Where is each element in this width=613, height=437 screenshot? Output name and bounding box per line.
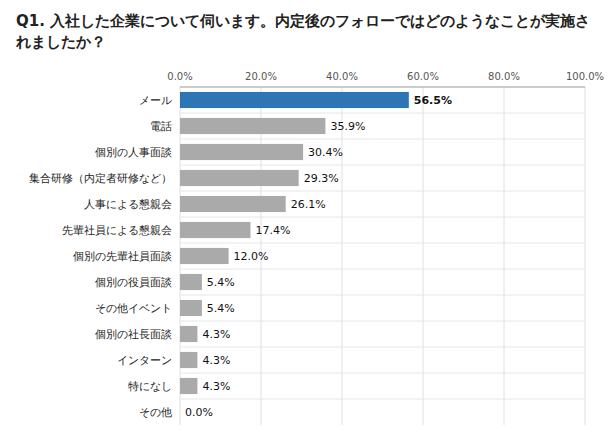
bar	[180, 196, 286, 212]
data-label: 4.3%	[202, 380, 230, 393]
category-label: 人事による懇親会	[84, 198, 172, 211]
category-label: 個別の社長面談	[95, 328, 172, 341]
title-line: Q1. 入社した企業について伺います。内定後のフォローではどのようなことが実施さ	[16, 12, 590, 30]
bar	[180, 118, 325, 134]
tick-label: 80.0%	[488, 71, 520, 82]
tick-label: 40.0%	[326, 71, 358, 82]
grid-line	[342, 87, 343, 425]
title-line: れましたか？	[15, 33, 106, 51]
bar	[180, 248, 229, 264]
row-separator	[180, 165, 585, 166]
row-separator	[180, 399, 585, 400]
data-label: 0.0%	[185, 406, 213, 419]
category-label: その他	[139, 406, 172, 419]
bar	[180, 144, 303, 160]
category-label: 個別の人事面談	[95, 146, 172, 159]
category-label: 個別の役員面談	[95, 276, 172, 289]
bar	[180, 300, 202, 316]
bar	[180, 352, 197, 368]
category-label: 個別の先輩社員面談	[73, 250, 172, 263]
category-label: メール	[139, 94, 172, 107]
category-label: 先輩社員による懇親会	[62, 224, 172, 237]
axis-line	[180, 87, 585, 88]
grid-line	[423, 87, 424, 425]
bar	[180, 326, 197, 342]
row-separator	[180, 113, 585, 114]
row-separator	[180, 295, 585, 296]
tick-label: 100.0%	[566, 71, 604, 82]
tick-label: 20.0%	[245, 71, 277, 82]
data-label: 5.4%	[207, 302, 235, 315]
data-label: 5.4%	[207, 276, 235, 289]
data-label: 4.3%	[202, 354, 230, 367]
data-label: 35.9%	[330, 120, 365, 133]
grid-line	[504, 87, 505, 425]
data-label: 17.4%	[255, 224, 290, 237]
bar	[180, 170, 299, 186]
row-separator	[180, 243, 585, 244]
row-separator	[180, 347, 585, 348]
title: Q1. 入社した企業について伺います。内定後のフォローではどのようなことが実施さ…	[15, 12, 590, 51]
tick-label: 0.0%	[167, 71, 192, 82]
category-label: 電話	[150, 120, 172, 133]
category-label: インターン	[117, 354, 172, 367]
data-label: 29.3%	[304, 172, 339, 185]
bar	[180, 92, 409, 108]
bar	[180, 222, 250, 238]
category-label: その他イベント	[95, 302, 172, 315]
bar	[180, 274, 202, 290]
row-separator	[180, 321, 585, 322]
bar	[180, 404, 181, 420]
grid-line	[585, 87, 586, 425]
row-separator	[180, 373, 585, 374]
row-separator	[180, 191, 585, 192]
tick-label: 60.0%	[407, 71, 439, 82]
chart: Q1. 入社した企業について伺います。内定後のフォローではどのようなことが実施さ…	[0, 0, 613, 437]
data-label: 26.1%	[291, 198, 326, 211]
row-separator	[180, 139, 585, 140]
bars	[180, 92, 409, 394]
data-label: 12.0%	[234, 250, 269, 263]
row-separator	[180, 217, 585, 218]
category-label: 特になし	[128, 380, 172, 393]
data-label: 30.4%	[308, 146, 343, 159]
grid	[180, 87, 585, 425]
bar	[180, 378, 197, 394]
category-label: 集合研修（内定者研修など）	[29, 172, 172, 185]
data-label: 4.3%	[202, 328, 230, 341]
data-label: 56.5%	[414, 94, 452, 107]
row-separator	[180, 269, 585, 270]
